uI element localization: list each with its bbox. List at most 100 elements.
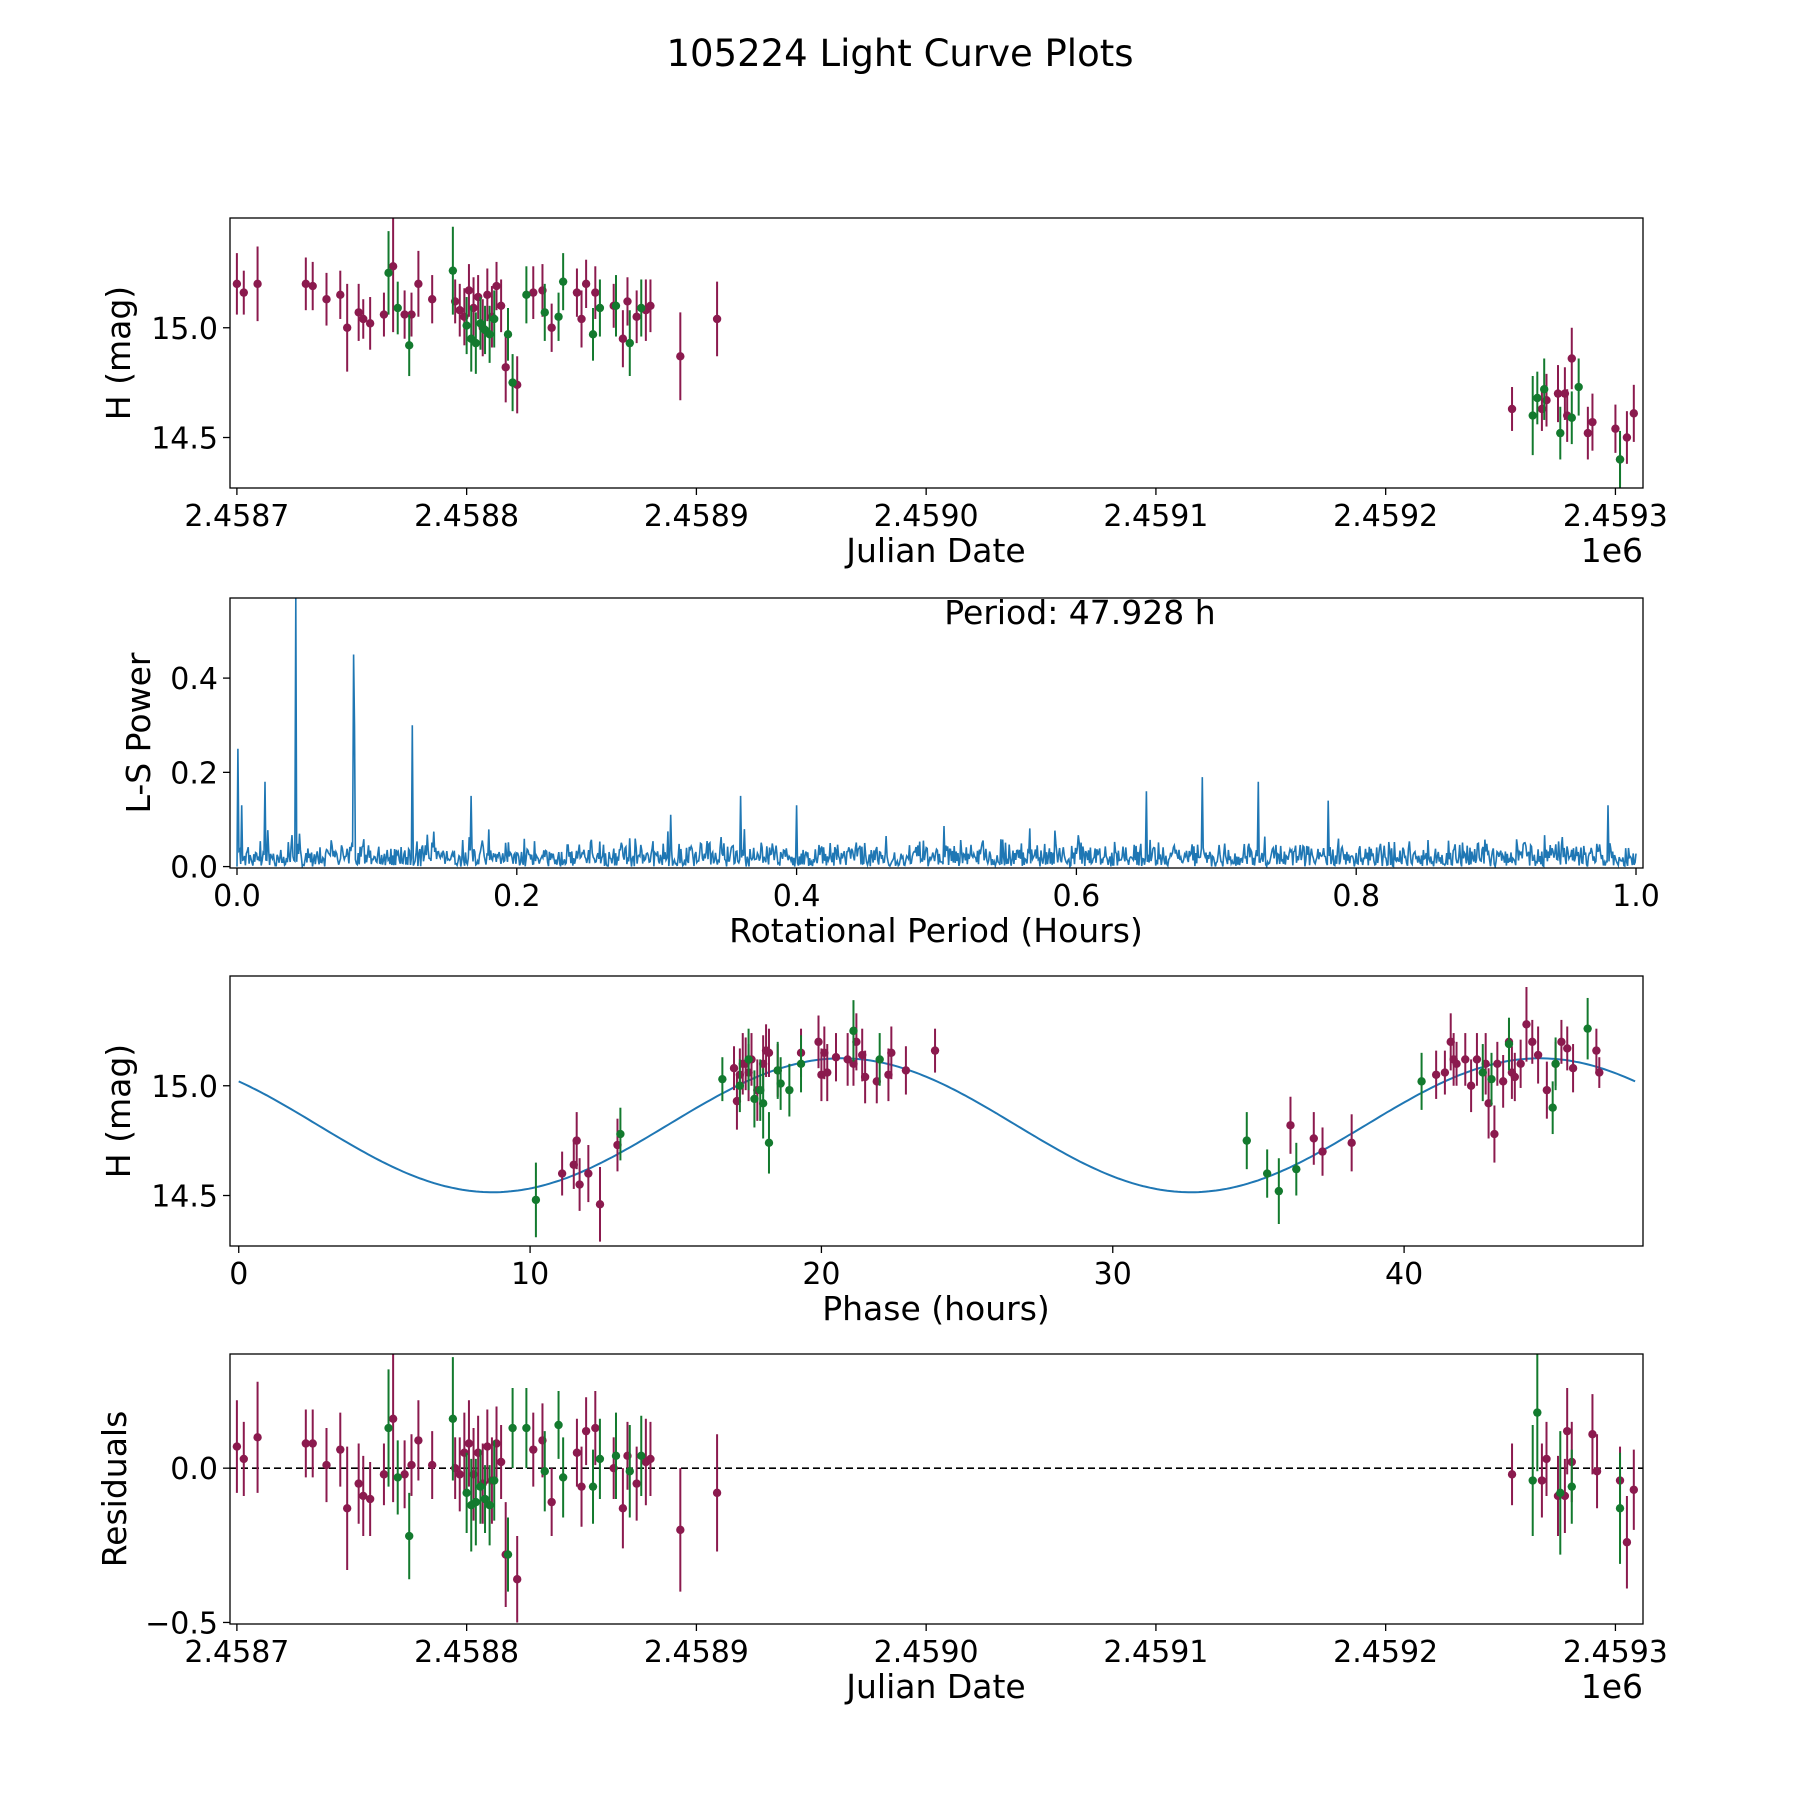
residuals-green-band-point	[393, 1473, 402, 1482]
residuals-red-band-point	[400, 1470, 409, 1479]
periodogram-xtick-label: 0.4	[773, 879, 821, 914]
residuals-red-band-point	[407, 1460, 416, 1470]
phased-red-band-point	[1431, 1070, 1441, 1079]
residuals-red-band-point	[239, 1454, 248, 1464]
lightcurve-green-band-point	[1556, 428, 1565, 438]
residuals-ytick-label: 0.0	[170, 1452, 218, 1487]
lightcurve-xtick-label: 2.4587	[184, 499, 289, 534]
phased-red-band-point	[1568, 1063, 1578, 1073]
phased-red-band-point	[1347, 1138, 1356, 1148]
phased-green-band-point	[750, 1094, 759, 1104]
residuals-xtick-label: 2.4588	[414, 1635, 519, 1670]
lightcurve-green-band-point	[540, 308, 549, 317]
lightcurve-red-band-point	[464, 286, 474, 295]
phased-red-band-point	[557, 1169, 567, 1178]
lightcurve-xtick-label: 2.4592	[1333, 499, 1438, 534]
phased-green-band-point	[1478, 1068, 1487, 1077]
phased-red-band-point	[1466, 1081, 1476, 1090]
phased-ytick-label: 15.0	[151, 1070, 218, 1105]
lightcurve-green-band-point	[1574, 382, 1583, 392]
lightcurve-green-band-point	[522, 290, 531, 300]
residuals-green-band-point	[554, 1420, 563, 1430]
lightcurve-green-band-point	[588, 330, 598, 339]
phased-red-band-point	[1595, 1068, 1604, 1077]
lightcurve-xtick-label: 2.4593	[1563, 499, 1668, 534]
residuals-red-band-point	[577, 1482, 586, 1491]
phased-red-band-point	[764, 1048, 774, 1058]
phased-red-band-point	[930, 1046, 940, 1055]
residuals-red-band-point	[1542, 1454, 1551, 1464]
lightcurve-red-band-point	[1629, 409, 1639, 418]
periodogram-xtick-label: 1.0	[1612, 879, 1660, 914]
phased-red-band-point	[1528, 1037, 1537, 1047]
lightcurve-xtick-label: 2.4588	[414, 499, 519, 534]
lightcurve-green-band-point	[1533, 393, 1542, 403]
residuals-red-band-point	[572, 1448, 582, 1457]
phased-model-curve	[238, 1057, 1636, 1194]
residuals-red-band-point	[1507, 1470, 1517, 1479]
residuals-red-band-point	[646, 1454, 655, 1464]
phased-green-band-point	[764, 1138, 774, 1148]
periodogram-xlabel: Rotational Period (Hours)	[729, 911, 1143, 950]
phased-frame	[229, 975, 1644, 1247]
lightcurve-green-band-point	[462, 321, 471, 330]
phased-xtick-label: 10	[511, 1257, 549, 1292]
residuals-green-band-point	[625, 1467, 634, 1476]
lightcurve-red-band-point	[388, 262, 398, 271]
phased-green-band-point	[1262, 1169, 1272, 1178]
residuals-red-band-point	[359, 1491, 368, 1501]
phased-ytick-label: 14.5	[151, 1180, 218, 1215]
lightcurve-red-band-point	[623, 297, 632, 306]
residuals-red-band-point	[591, 1423, 600, 1433]
lightcurve-red-band-point	[414, 279, 423, 289]
residuals-frame	[229, 1353, 1644, 1625]
phased-xtick-label: 0	[229, 1257, 248, 1292]
residuals-xtick-label: 2.4590	[874, 1635, 979, 1670]
residuals-red-band-point	[354, 1479, 363, 1488]
lightcurve-red-band-point	[322, 295, 331, 304]
lightcurve-red-band-point	[632, 312, 641, 321]
residuals-green-band-point	[1615, 1504, 1625, 1513]
periodogram-ytick-label: 0.0	[170, 851, 218, 886]
phased-green-band-point	[1242, 1136, 1251, 1145]
phased-red-band-point	[831, 1053, 841, 1062]
phased-red-band-point	[1452, 1059, 1461, 1069]
lightcurve-xtick-label: 2.4591	[1103, 499, 1208, 534]
lightcurve-red-band-point	[365, 319, 375, 328]
phased-green-band-point	[785, 1085, 794, 1095]
residuals-red-band-point	[483, 1442, 492, 1451]
residuals-green-band-point	[637, 1451, 646, 1461]
lightcurve-green-band-point	[554, 312, 563, 321]
phased-ylabel: H (mag)	[99, 1044, 138, 1178]
residuals-ylabel: Residuals	[95, 1411, 134, 1568]
phased-green-band-point	[1583, 1024, 1592, 1033]
residuals-red-band-point	[618, 1504, 628, 1513]
lightcurve-green-band-point	[471, 338, 481, 348]
phased-red-band-point	[1490, 1129, 1499, 1139]
phased-red-band-point	[1516, 1059, 1525, 1069]
phased-red-band-point	[1522, 1020, 1531, 1029]
residuals-red-band-point	[512, 1575, 522, 1584]
lightcurve-xlabel: Julian Date	[844, 531, 1026, 570]
phased-red-band-point	[1440, 1068, 1450, 1077]
periodogram-xtick-label: 0.8	[1332, 879, 1380, 914]
residuals-green-band-point	[540, 1467, 549, 1476]
residuals-red-band-point	[1629, 1485, 1639, 1494]
periodogram-xtick-label: 0.0	[213, 879, 261, 914]
phased-red-band-point	[1493, 1059, 1502, 1069]
lightcurve-green-band-point	[1528, 411, 1537, 420]
phased-red-band-point	[572, 1136, 581, 1145]
lightcurve-red-band-point	[572, 288, 582, 297]
lightcurve-red-band-point	[308, 281, 317, 291]
lightcurve-green-band-point	[405, 341, 414, 350]
residuals-xtick-label: 2.4593	[1563, 1635, 1668, 1670]
lightcurve-red-band-point	[354, 308, 363, 317]
lightcurve-xtick-label: 2.4589	[644, 499, 749, 534]
lightcurve-frame	[229, 217, 1644, 489]
phased-xtick-label: 30	[1094, 1257, 1132, 1292]
phased-red-band-point	[1318, 1147, 1327, 1156]
residuals-red-band-point	[379, 1470, 389, 1479]
residuals-xtick-label: 2.4591	[1103, 1635, 1208, 1670]
residuals-red-band-point	[308, 1439, 317, 1448]
lightcurve-x-offset: 1e6	[1581, 531, 1643, 570]
